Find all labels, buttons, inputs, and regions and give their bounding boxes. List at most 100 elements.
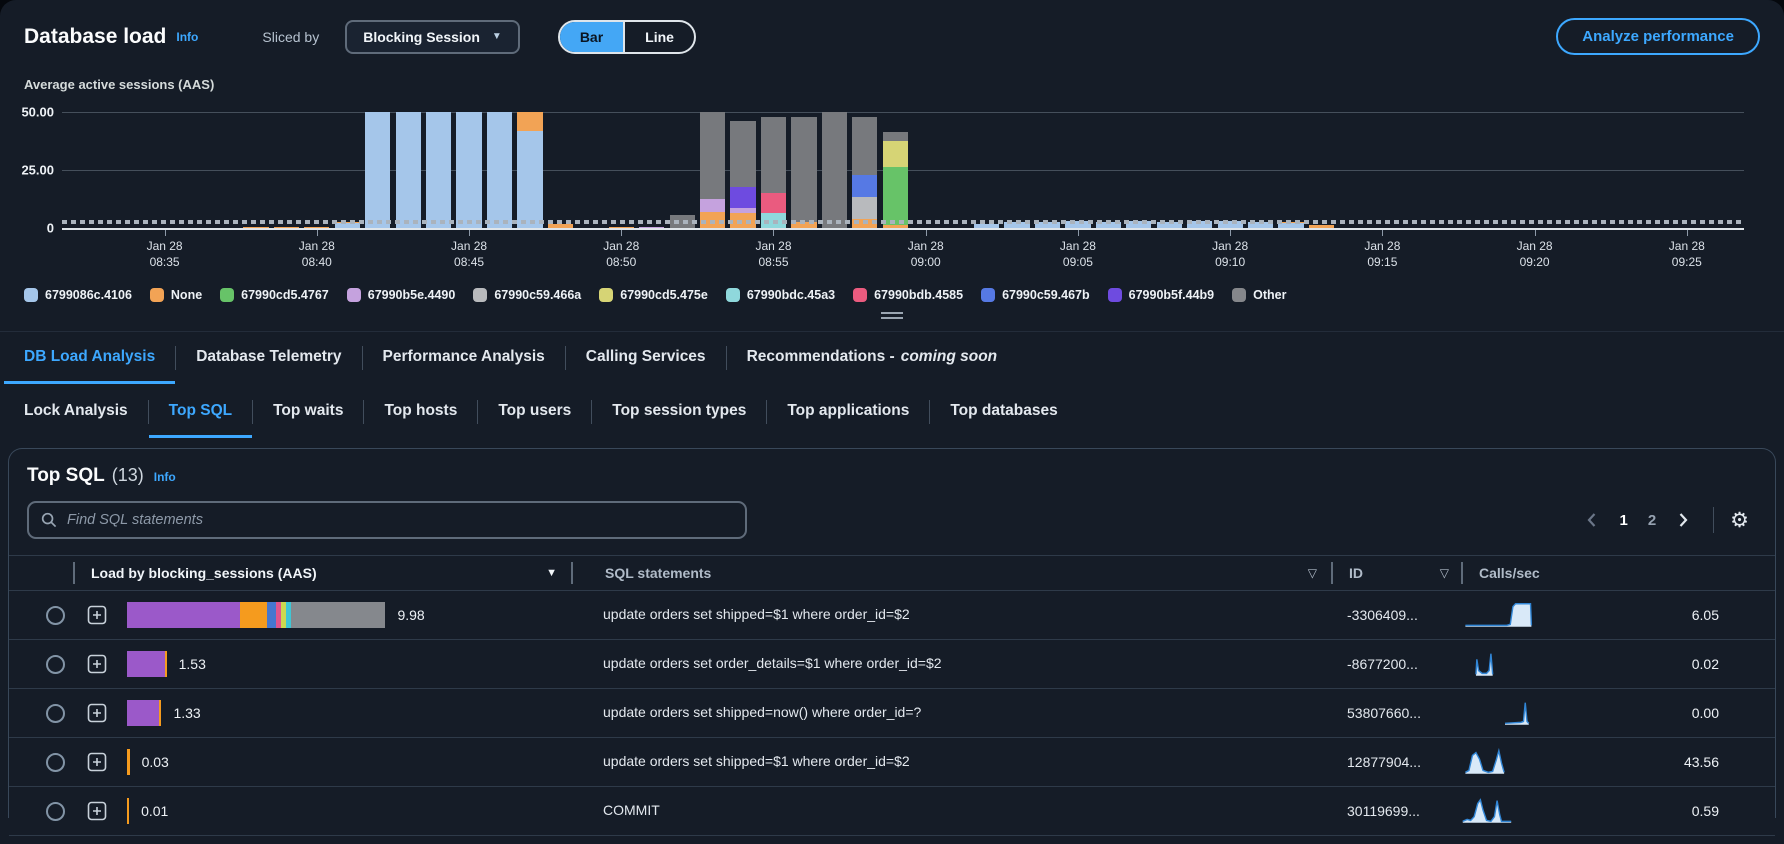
subtab-top-hosts[interactable]: Top hosts xyxy=(384,401,458,419)
toolbar-divider xyxy=(1713,507,1715,533)
expand-row-icon[interactable] xyxy=(73,801,121,821)
legend-item[interactable]: 67990c59.467b xyxy=(981,288,1090,302)
x-tick-label: Jan 28 09:15 xyxy=(1364,239,1401,270)
db-load-bar xyxy=(304,226,330,228)
legend-swatch xyxy=(346,288,361,302)
column-id: ID xyxy=(1349,565,1363,581)
db-load-bar xyxy=(760,116,787,228)
db-load-bar xyxy=(456,112,482,228)
expand-row-icon[interactable] xyxy=(73,654,121,674)
main-tabs: DB Load Analysis Database Telemetry Perfor… xyxy=(0,331,1784,384)
expand-row-icon[interactable] xyxy=(73,752,121,772)
row-select-radio[interactable] xyxy=(46,752,65,772)
search-input[interactable] xyxy=(67,512,733,528)
tab-calling-services[interactable]: Calling Services xyxy=(585,347,706,365)
table-row: 9.98 update orders set shipped=$1 where o… xyxy=(9,591,1775,640)
legend-item[interactable]: 67990b5f.44b9 xyxy=(1107,288,1214,302)
sql-id: 30119699... xyxy=(1347,803,1420,819)
tab-database-telemetry[interactable]: Database Telemetry xyxy=(196,347,342,365)
x-tick-label: Jan 28 08:40 xyxy=(298,239,335,270)
tab-recommendations[interactable]: Recommendations - coming soon xyxy=(746,347,998,365)
tab-db-load-analysis[interactable]: DB Load Analysis xyxy=(4,332,176,384)
subtab-top-applications[interactable]: Top applications xyxy=(787,401,910,419)
load-bar xyxy=(127,798,130,824)
chart-type-option-bar[interactable]: Bar xyxy=(559,21,624,52)
subtab-top-sql[interactable]: Top SQL xyxy=(148,386,253,438)
legend-swatch xyxy=(599,288,614,302)
row-select-radio[interactable] xyxy=(46,605,65,625)
table-row: 1.33 update orders set shipped=now() wher… xyxy=(9,689,1775,738)
sql-statement-link[interactable]: COMMIT xyxy=(603,802,660,820)
table-row: 0.01 COMMIT 30119699... 0.59 xyxy=(9,787,1775,836)
subtab-lock-analysis[interactable]: Lock Analysis xyxy=(24,401,128,419)
load-bar xyxy=(127,651,167,677)
db-load-info-link[interactable]: Info xyxy=(176,29,199,44)
sort-icon[interactable]: ▼ xyxy=(546,567,557,579)
row-select-radio[interactable] xyxy=(46,703,65,723)
db-load-bar xyxy=(882,131,908,228)
row-select-radio[interactable] xyxy=(46,801,65,821)
previous-page-button[interactable] xyxy=(1578,508,1605,532)
tab-performance-analysis[interactable]: Performance Analysis xyxy=(382,347,545,365)
legend-item[interactable]: 67990cd5.475e xyxy=(599,288,708,302)
filter-icon-id[interactable]: ▽ xyxy=(1439,566,1449,580)
load-value: 9.98 xyxy=(397,607,425,623)
chart-type-option-line[interactable]: Line xyxy=(623,21,694,52)
sql-id: 12877904... xyxy=(1347,754,1421,770)
page-number-2[interactable]: 2 xyxy=(1638,508,1666,533)
subtab-top-databases[interactable]: Top databases xyxy=(950,401,1058,419)
load-bar xyxy=(127,700,162,726)
next-page-button[interactable] xyxy=(1670,508,1697,532)
calls-sparkline xyxy=(1461,796,1581,826)
legend-swatch xyxy=(981,288,996,302)
subtab-top-session-types[interactable]: Top session types xyxy=(612,401,747,419)
sql-search-box[interactable] xyxy=(27,501,747,539)
legend-item[interactable]: 67990c59.466a xyxy=(473,288,581,302)
x-tick-label: Jan 28 08:50 xyxy=(603,239,640,270)
panel-title: Top SQL xyxy=(27,465,105,486)
legend-item[interactable]: None xyxy=(149,288,202,302)
legend-item[interactable]: 6799086c.4106 xyxy=(24,288,132,302)
page-number-1[interactable]: 1 xyxy=(1609,508,1637,533)
db-load-bar xyxy=(1308,224,1335,228)
sql-statement-link[interactable]: update orders set shipped=$1 where order… xyxy=(603,606,910,624)
legend-item[interactable]: 67990b5e.4490 xyxy=(346,288,455,302)
legend-item[interactable]: 67990bdb.4585 xyxy=(853,288,963,302)
db-load-bar xyxy=(1217,221,1243,228)
chevron-right-icon xyxy=(1679,513,1688,527)
load-value: 0.01 xyxy=(141,803,169,819)
table-row: 0.03 update orders set shipped=$1 where o… xyxy=(9,738,1775,787)
settings-gear-icon[interactable]: ⚙ xyxy=(1730,508,1749,532)
sql-statement-link[interactable]: update orders set order_details=$1 where… xyxy=(603,655,942,673)
sql-statement-link[interactable]: update orders set shipped=$1 where order… xyxy=(603,753,910,771)
chart-resize-handle[interactable] xyxy=(881,312,903,319)
legend-item[interactable]: 67990cd5.4767 xyxy=(220,288,329,302)
aas-axis-label: Average active sessions (AAS) xyxy=(24,77,215,92)
analyze-performance-button[interactable]: Analyze performance xyxy=(1556,18,1760,55)
row-select-radio[interactable] xyxy=(46,654,65,674)
db-load-bar xyxy=(608,226,634,228)
expand-row-icon[interactable] xyxy=(73,703,121,723)
slice-dimension-dropdown[interactable]: Blocking Session ▼ xyxy=(345,19,520,54)
sql-statement-link[interactable]: update orders set shipped=now() where or… xyxy=(603,704,922,722)
filter-icon-sql[interactable]: ▽ xyxy=(1307,566,1317,580)
db-load-header: Database load Info Sliced by Blocking Se… xyxy=(0,0,1784,55)
expand-row-icon[interactable] xyxy=(73,605,121,625)
column-sql: SQL statements xyxy=(605,565,712,581)
db-load-bar xyxy=(1156,221,1182,228)
slice-dimension-value: Blocking Session xyxy=(363,28,480,45)
subtab-top-users[interactable]: Top users xyxy=(498,401,572,419)
db-load-bar xyxy=(425,112,452,228)
calls-per-sec-value: 43.56 xyxy=(1683,754,1719,770)
top-sql-info-link[interactable]: Info xyxy=(153,470,176,484)
legend-item[interactable]: Other xyxy=(1232,288,1286,302)
legend-item[interactable]: 67990bdc.45a3 xyxy=(725,288,835,302)
db-load-chart: 50.00 25.00 0 xyxy=(0,105,1784,236)
db-load-bar xyxy=(1095,221,1121,228)
db-load-bar xyxy=(547,223,573,228)
db-load-bar xyxy=(365,112,391,228)
subtab-top-waits[interactable]: Top waits xyxy=(273,401,344,419)
table-toolbar: 12 ⚙ xyxy=(9,487,1775,553)
y-axis-labels: 50.00 25.00 0 xyxy=(0,105,62,236)
